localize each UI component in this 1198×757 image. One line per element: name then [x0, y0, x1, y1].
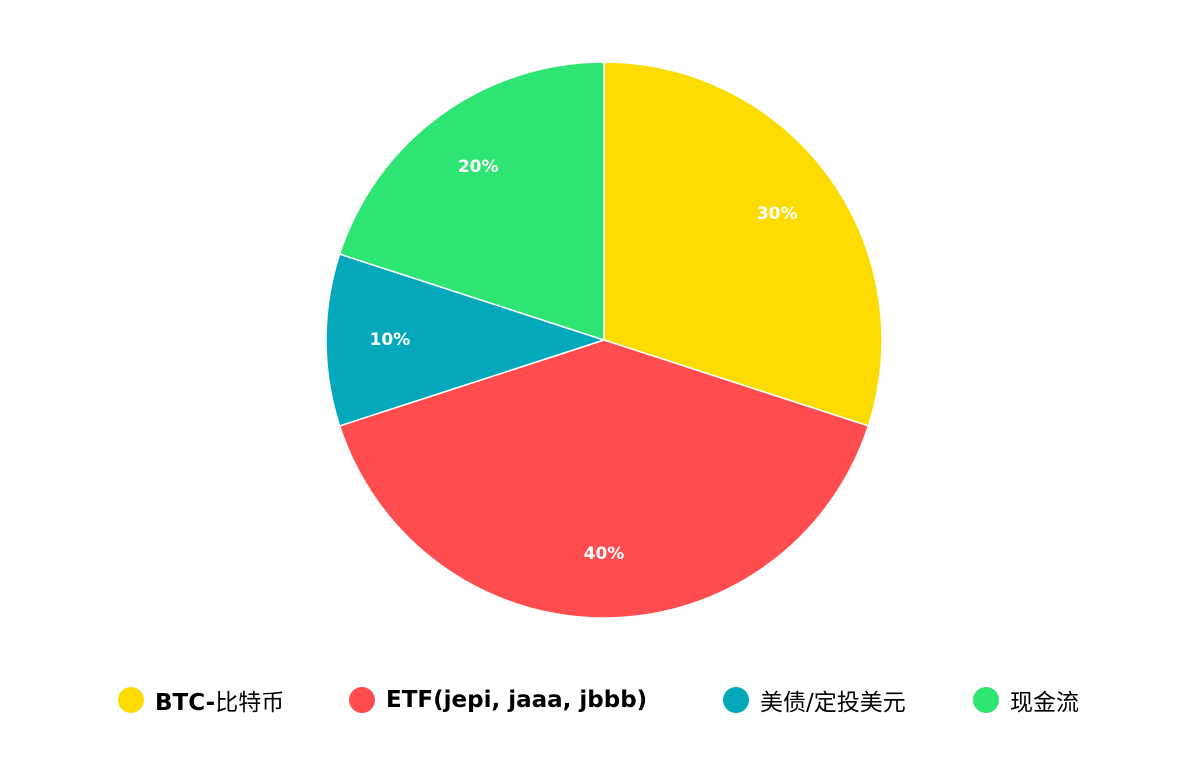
pie-slice-labels: 30% 40% 10% 20%: [370, 157, 798, 564]
slice-label-cashflow: 20%: [458, 157, 499, 177]
pie-chart: 30% 40% 10% 20%: [325, 61, 883, 619]
legend-swatch-cashflow: [973, 687, 999, 713]
pie-slices: [325, 61, 883, 619]
pie-slice-etf[interactable]: [338, 339, 870, 619]
legend-label-btc: BTC-比特币: [155, 690, 285, 716]
legend-item-cashflow[interactable]: 现金流: [973, 680, 1079, 720]
slice-label-treasury: 10%: [370, 330, 411, 350]
pie-slice-btc[interactable]: [603, 61, 883, 427]
legend-label-cashflow: 现金流: [1010, 690, 1079, 716]
legend-label-treasury: 美债/定投美元: [760, 690, 906, 716]
legend-swatch-btc: [118, 687, 144, 713]
legend-item-btc[interactable]: BTC-比特币: [118, 680, 284, 720]
pie-slice-cashflow[interactable]: [338, 61, 605, 342]
legend-item-etf[interactable]: ETF(jepi, jaaa, jbbb): [349, 680, 647, 720]
legend-label-etf: ETF(jepi, jaaa, jbbb): [386, 687, 648, 713]
chart-legend: BTC-比特币 ETF(jepi, jaaa, jbbb) 美债/定投美元 现金…: [0, 680, 1198, 720]
legend-swatch-treasury: [723, 687, 749, 713]
slice-label-etf: 40%: [584, 544, 625, 564]
legend-swatch-etf: [349, 687, 375, 713]
pie-slice-treasury[interactable]: [325, 253, 607, 427]
legend-item-treasury[interactable]: 美债/定投美元: [723, 680, 906, 720]
slice-label-btc: 30%: [757, 204, 798, 224]
